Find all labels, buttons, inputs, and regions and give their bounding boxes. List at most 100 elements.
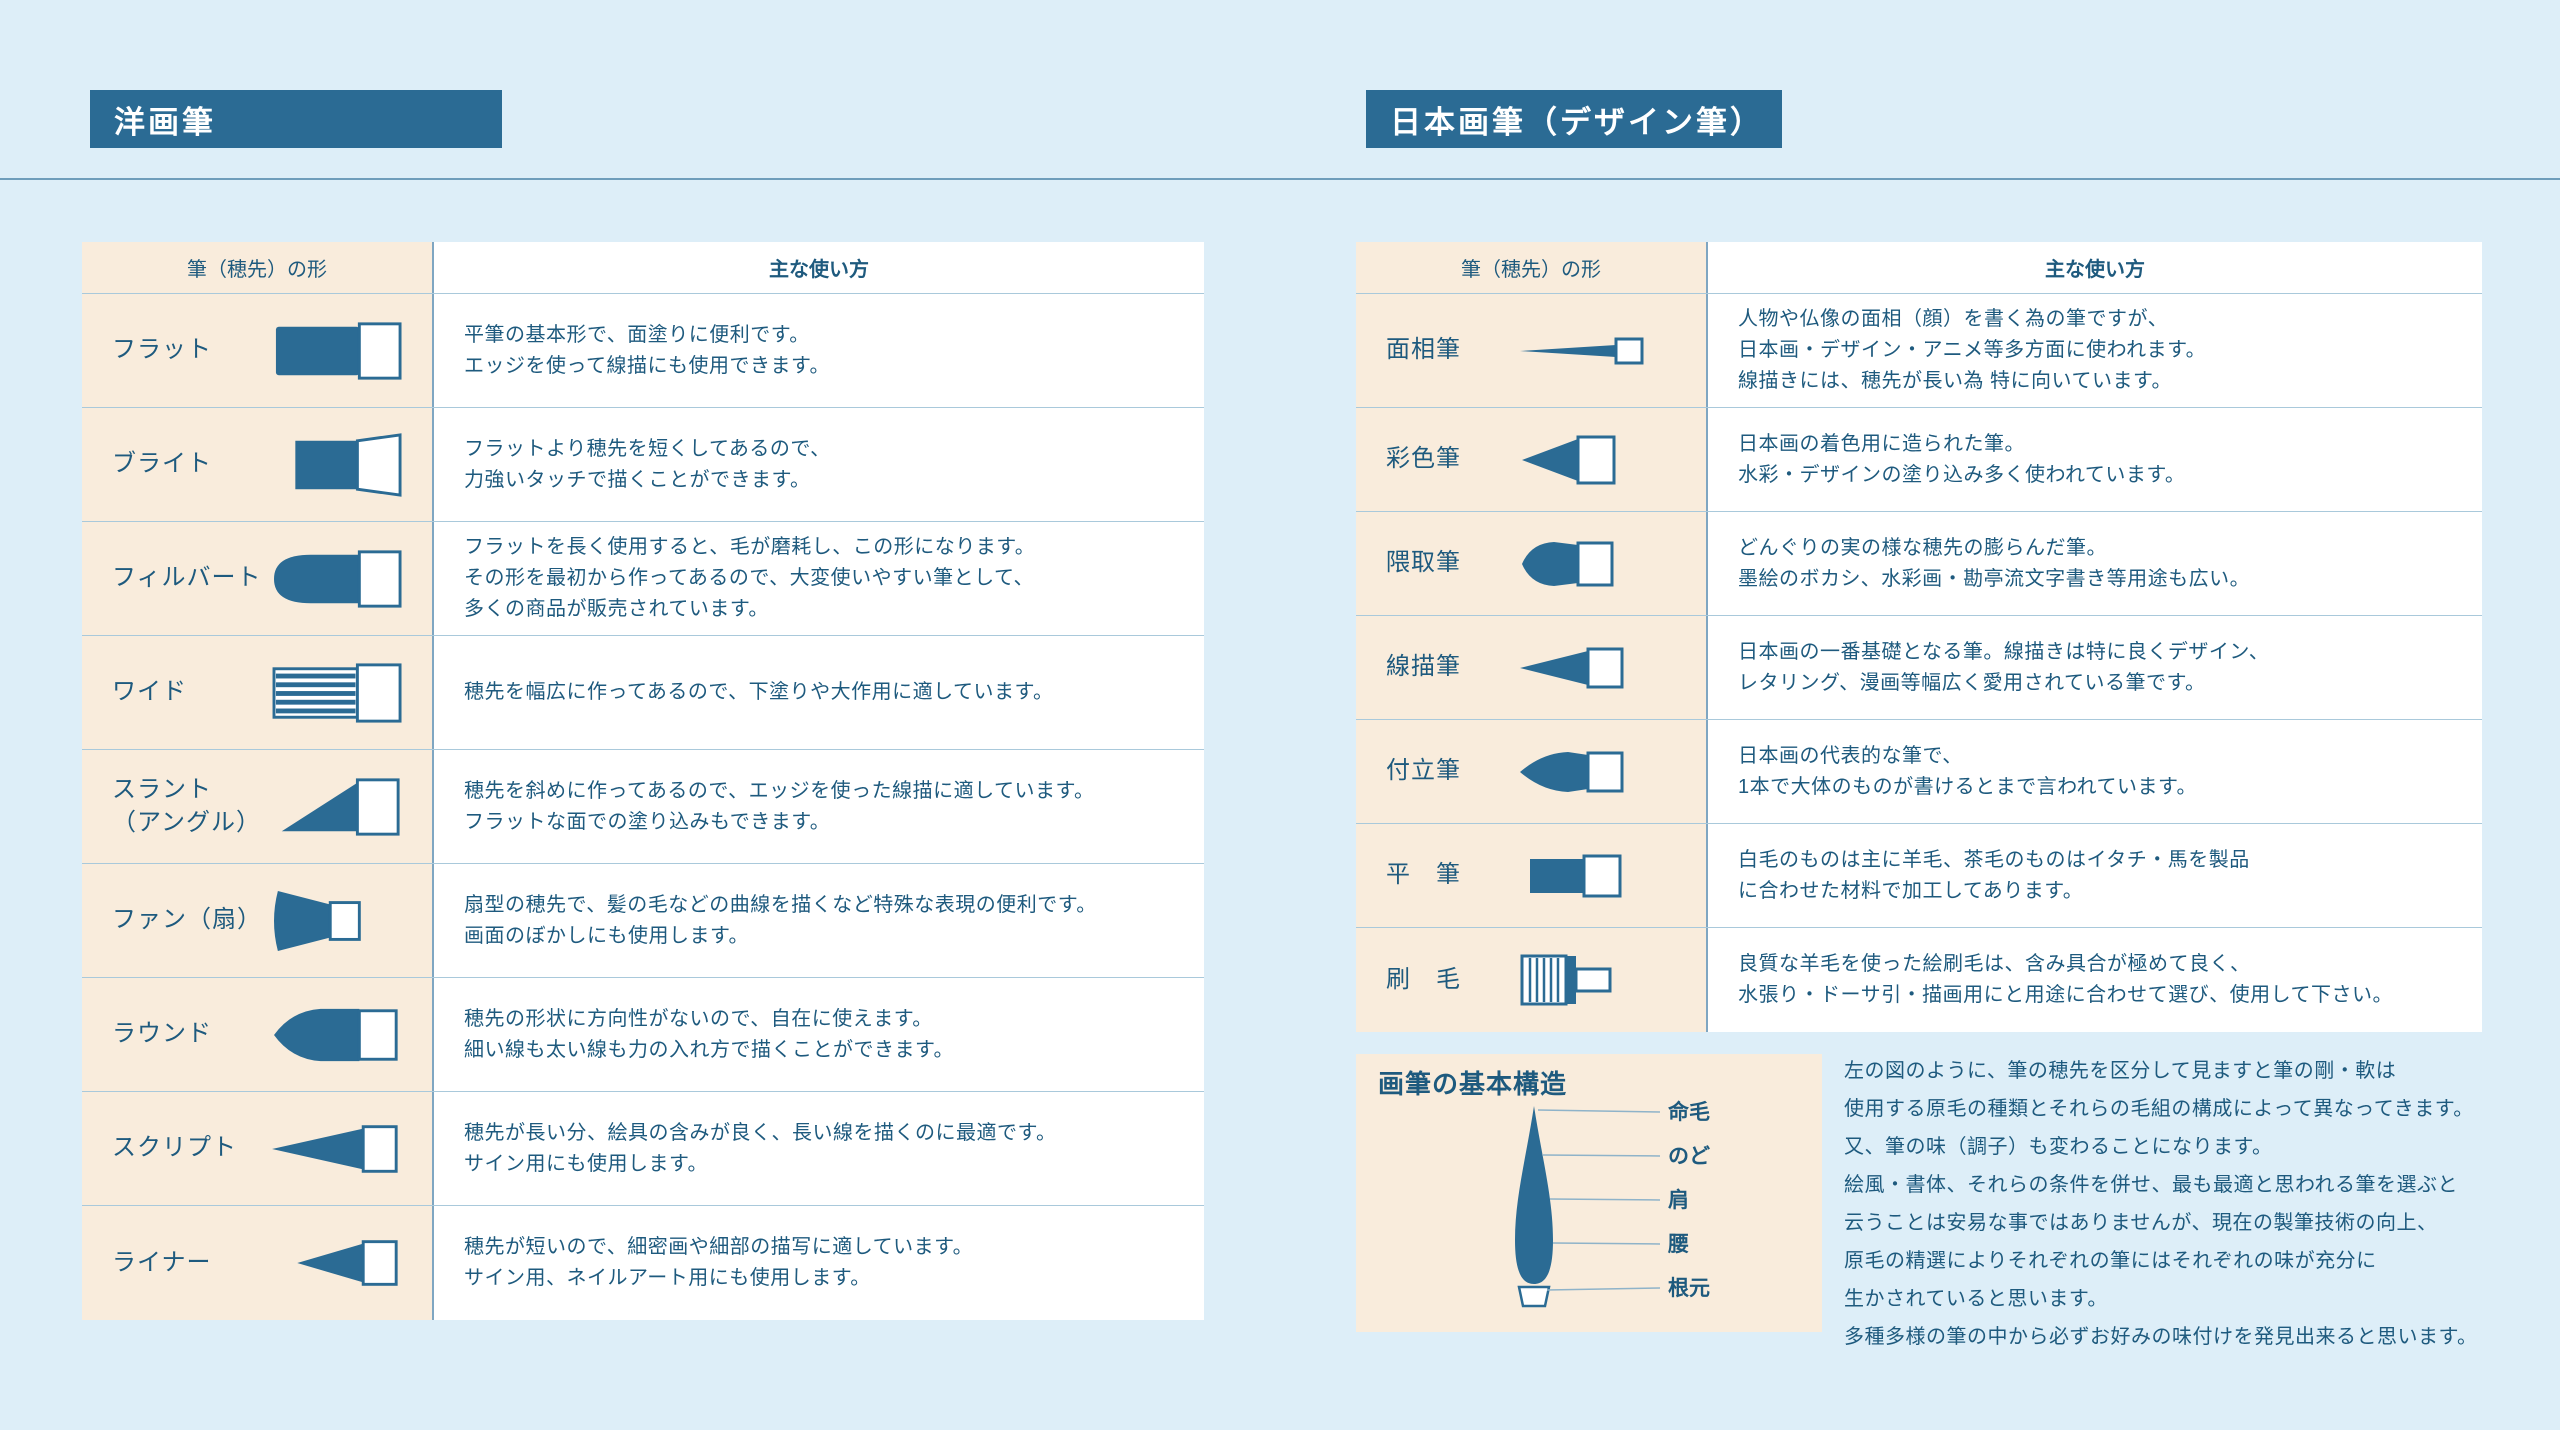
brush-name: ライナー: [112, 1248, 212, 1276]
brush-name: 彩色筆: [1386, 445, 1461, 473]
mensou-brush-icon: [1516, 323, 1666, 379]
brush-name: スラント （アングル）: [112, 776, 262, 836]
tsuketate-brush-icon: [1516, 744, 1666, 800]
structure-paragraph: 左の図のように、筆の穂先を区分して見ますと筆の剛・軟は 使用する原毛の種類とそれら…: [1844, 1052, 2504, 1356]
paragraph-line: 原毛の精選によりそれぞれの筆にはそれぞれの味が充分に: [1844, 1250, 2377, 1272]
brush-body-shape: [1515, 1106, 1553, 1284]
brush-name: 隈取筆: [1386, 549, 1461, 577]
brush-shape-cell: ライナー: [82, 1206, 432, 1320]
usage-line: 1本で大体のものが書けるとまで言われています。: [1738, 775, 2198, 798]
brush-row: 隈取筆 どんぐりの実の様な穂先の膨らんだ筆。墨絵のボカシ、水彩画・勘亭流文字書き等…: [1356, 512, 2482, 616]
brush-name: 面相筆: [1386, 336, 1461, 364]
brush-row: ワイド 穂先を幅広に作ってあるので、下塗りや大作用に適しています。: [82, 636, 1204, 750]
usage-line: サイン用、ネイルアート用にも使用します。: [464, 1267, 871, 1289]
brush-usage-cell: 穂先を斜めに作ってあるので、エッジを使った線描に適しています。 フラットな面での塗…: [432, 750, 1204, 863]
usage-line: 扇型の穂先で、髪の毛などの曲線を描くなど特殊な表現の便利です。: [464, 893, 1097, 916]
brush-usage-cell: 日本画の一番基礎となる筆。線描きは特に良くデザイン、 レタリング、漫画等幅広く愛用…: [1706, 616, 2482, 719]
paragraph-line: 絵風・書体、それらの条件を併せ、最も最適と思われる筆を選ぶと: [1844, 1174, 2458, 1196]
column-header-usage: 主な使い方: [432, 242, 1204, 293]
hake-brush-icon: [1516, 952, 1666, 1008]
usage-line: 墨絵のボカシ、水彩画・勘亭流文字書き等用途も広い。: [1738, 567, 2251, 590]
paragraph-line: 云うことは安易な事ではありませんが、現在の製筆技術の向上、: [1844, 1212, 2438, 1234]
brush-usage-cell: 穂先を幅広に作ってあるので、下塗りや大作用に適しています。: [432, 636, 1204, 749]
section-header-japanese-label: 日本画筆（デザイン筆）: [1390, 104, 1764, 140]
filbert-brush-icon: [270, 547, 406, 611]
brush-shape-cell: 刷 毛: [1356, 928, 1706, 1032]
brush-name: ブライト: [112, 450, 212, 478]
brush-row: 線描筆 日本画の一番基礎となる筆。線描きは特に良くデザイン、 レタリング、漫画等幅広…: [1356, 616, 2482, 720]
usage-line: に合わせた材料で加工してあります。: [1738, 879, 2084, 902]
usage-line: 穂先の形状に方向性がないので、自在に使えます。: [464, 1007, 933, 1030]
brush-shape-cell: 平 筆: [1356, 824, 1706, 927]
brush-shape-cell: スラント （アングル）: [82, 750, 432, 863]
script-brush-icon: [270, 1117, 406, 1181]
brush-name: フィルバート: [112, 564, 262, 592]
brush-usage-cell: 良質な羊毛を使った絵刷毛は、含み具合が極めて良く、 水張り・ドーサ引・描画用にと用…: [1706, 928, 2482, 1032]
brush-name: ラウンド: [112, 1020, 212, 1048]
brush-row: ファン（扇） 扇型の穂先で、髪の毛などの曲線を描くなど特殊な表現の便利です。 画面の…: [82, 864, 1204, 978]
column-header-usage: 主な使い方: [1706, 242, 2482, 293]
brush-shape-cell: 面相筆: [1356, 294, 1706, 407]
section-header-western: 洋画筆: [90, 90, 502, 148]
usage-line: どんぐりの実の様な穂先の膨らんだ筆。: [1738, 536, 2107, 559]
usage-line: 多くの商品が販売されています。: [464, 598, 769, 620]
fan-brush-icon: [270, 889, 406, 953]
usage-line: 線描きには、穂先が長い為 特に向いています。: [1738, 370, 2172, 392]
brush-row: ラウンド 穂先の形状に方向性がないので、自在に使えます。 細い線も太い線も力の入れ方…: [82, 978, 1204, 1092]
japanese-brush-table: 筆（穂先）の形 主な使い方 面相筆 人物や仏像の面相（顔）を書く為の筆ですが、 日本…: [1356, 242, 2482, 1032]
usage-line: 水彩・デザインの塗り込み多く使われています。: [1738, 463, 2186, 486]
brush-row: 付立筆 日本画の代表的な筆で、 1本で大体のものが書けるとまで言われています。: [1356, 720, 2482, 824]
brush-usage-cell: 白毛のものは主に羊毛、茶毛のものはイタチ・馬を製品 に合わせた材料で加工してありま…: [1706, 824, 2482, 927]
flat-brush-icon: [270, 319, 406, 383]
brush-row: スラント （アングル） 穂先を斜めに作ってあるので、エッジを使った線描に適していま…: [82, 750, 1204, 864]
brush-shape-cell: フラット: [82, 294, 432, 407]
leader-lines: [1537, 1109, 1661, 1291]
brush-row: 面相筆 人物や仏像の面相（顔）を書く為の筆ですが、 日本画・デザイン・アニメ等多方面…: [1356, 294, 2482, 408]
usage-line: フラットより穂先を短くしてあるので、: [464, 437, 831, 460]
brush-name: 付立筆: [1386, 757, 1461, 785]
brush-shape-cell: 付立筆: [1356, 720, 1706, 823]
usage-line: 日本画の一番基礎となる筆。線描きは特に良くデザイン、: [1738, 640, 2270, 663]
structure-title: 画筆の基本構造: [1378, 1069, 1568, 1099]
brush-row: スクリプト 穂先が長い分、絵具の含みが良く、長い線を描くのに最適です。 サイン用にも…: [82, 1092, 1204, 1206]
slant-brush-icon: [270, 775, 406, 839]
brush-usage-cell: 穂先が長い分、絵具の含みが良く、長い線を描くのに最適です。 サイン用にも使用します…: [432, 1092, 1204, 1205]
western-table-rows: フラット 平筆の基本形で、面塗りに便利です。 エッジを使って線描にも使用できます。ブ…: [82, 294, 1204, 1320]
usage-line: サイン用にも使用します。: [464, 1152, 708, 1175]
brush-shape-cell: ファン（扇）: [82, 864, 432, 977]
anatomy-label-belly: 腰: [1667, 1233, 1689, 1256]
brush-usage-cell: 人物や仏像の面相（顔）を書く為の筆ですが、 日本画・デザイン・アニメ等多方面に使わ…: [1706, 294, 2482, 407]
usage-line: 白毛のものは主に羊毛、茶毛のものはイタチ・馬を製品: [1738, 848, 2250, 871]
usage-line: 穂先が長い分、絵具の含みが良く、長い線を描くのに最適です。: [464, 1121, 1057, 1144]
table-header-row: 筆（穂先）の形 主な使い方: [82, 242, 1204, 294]
column-header-shape: 筆（穂先）の形: [1356, 242, 1706, 293]
usage-line: 水張り・ドーサ引・描画用にと用途に合わせて選び、使用して下さい。: [1738, 984, 2393, 1006]
kumadori-brush-icon: [1516, 536, 1666, 592]
brush-usage-cell: フラットを長く使用すると、毛が磨耗し、この形になります。 その形を最初から作ってあ…: [432, 522, 1204, 635]
paragraph-line: 左の図のように、筆の穂先を区分して見ますと筆の剛・軟は: [1844, 1060, 2397, 1082]
usage-line: 画面のぼかしにも使用します。: [464, 924, 749, 947]
usage-line: フラットな面での塗り込みもできます。: [464, 810, 831, 833]
brush-name: ワイド: [112, 678, 187, 706]
usage-line: その形を最初から作ってあるので、大変使いやすい筆として、: [464, 567, 1034, 589]
brush-shape-cell: 彩色筆: [1356, 408, 1706, 511]
brush-shape-cell: ラウンド: [82, 978, 432, 1091]
structure-panel: 画筆の基本構造 命毛 のど 肩 腰 根元: [1356, 1054, 1822, 1332]
anatomy-label-throat: のど: [1668, 1145, 1710, 1168]
brush-row: ブライト フラットより穂先を短くしてあるので、 力強いタッチで描くことができます。: [82, 408, 1204, 522]
brush-row: フラット 平筆の基本形で、面塗りに便利です。 エッジを使って線描にも使用できます。: [82, 294, 1204, 408]
usage-line: エッジを使って線描にも使用できます。: [464, 354, 830, 377]
brush-name: ファン（扇）: [112, 906, 262, 934]
usage-line: 穂先を斜めに作ってあるので、エッジを使った線描に適しています。: [464, 779, 1095, 802]
wide-brush-icon: [270, 661, 406, 725]
brush-row: 刷 毛 良質な羊毛を使った絵刷毛は、含み具合が極めて良く、 水張り・ドーサ引・描画用…: [1356, 928, 2482, 1032]
brush-name: フラット: [112, 336, 212, 364]
western-brush-table: 筆（穂先）の形 主な使い方 フラット 平筆の基本形で、面塗りに便利です。 エッジを使…: [82, 242, 1204, 1320]
senbyou-brush-icon: [1516, 640, 1666, 696]
paragraph-line: 生かされていると思います。: [1844, 1288, 2108, 1310]
usage-line: 細い線も太い線も力の入れ方で描くことができます。: [464, 1038, 954, 1061]
section-header-western-label: 洋画筆: [114, 104, 216, 140]
usage-line: フラットを長く使用すると、毛が磨耗し、この形になります。: [464, 536, 1036, 558]
bright-brush-icon: [270, 432, 406, 497]
anatomy-label-shoulder: 肩: [1668, 1188, 1689, 1212]
